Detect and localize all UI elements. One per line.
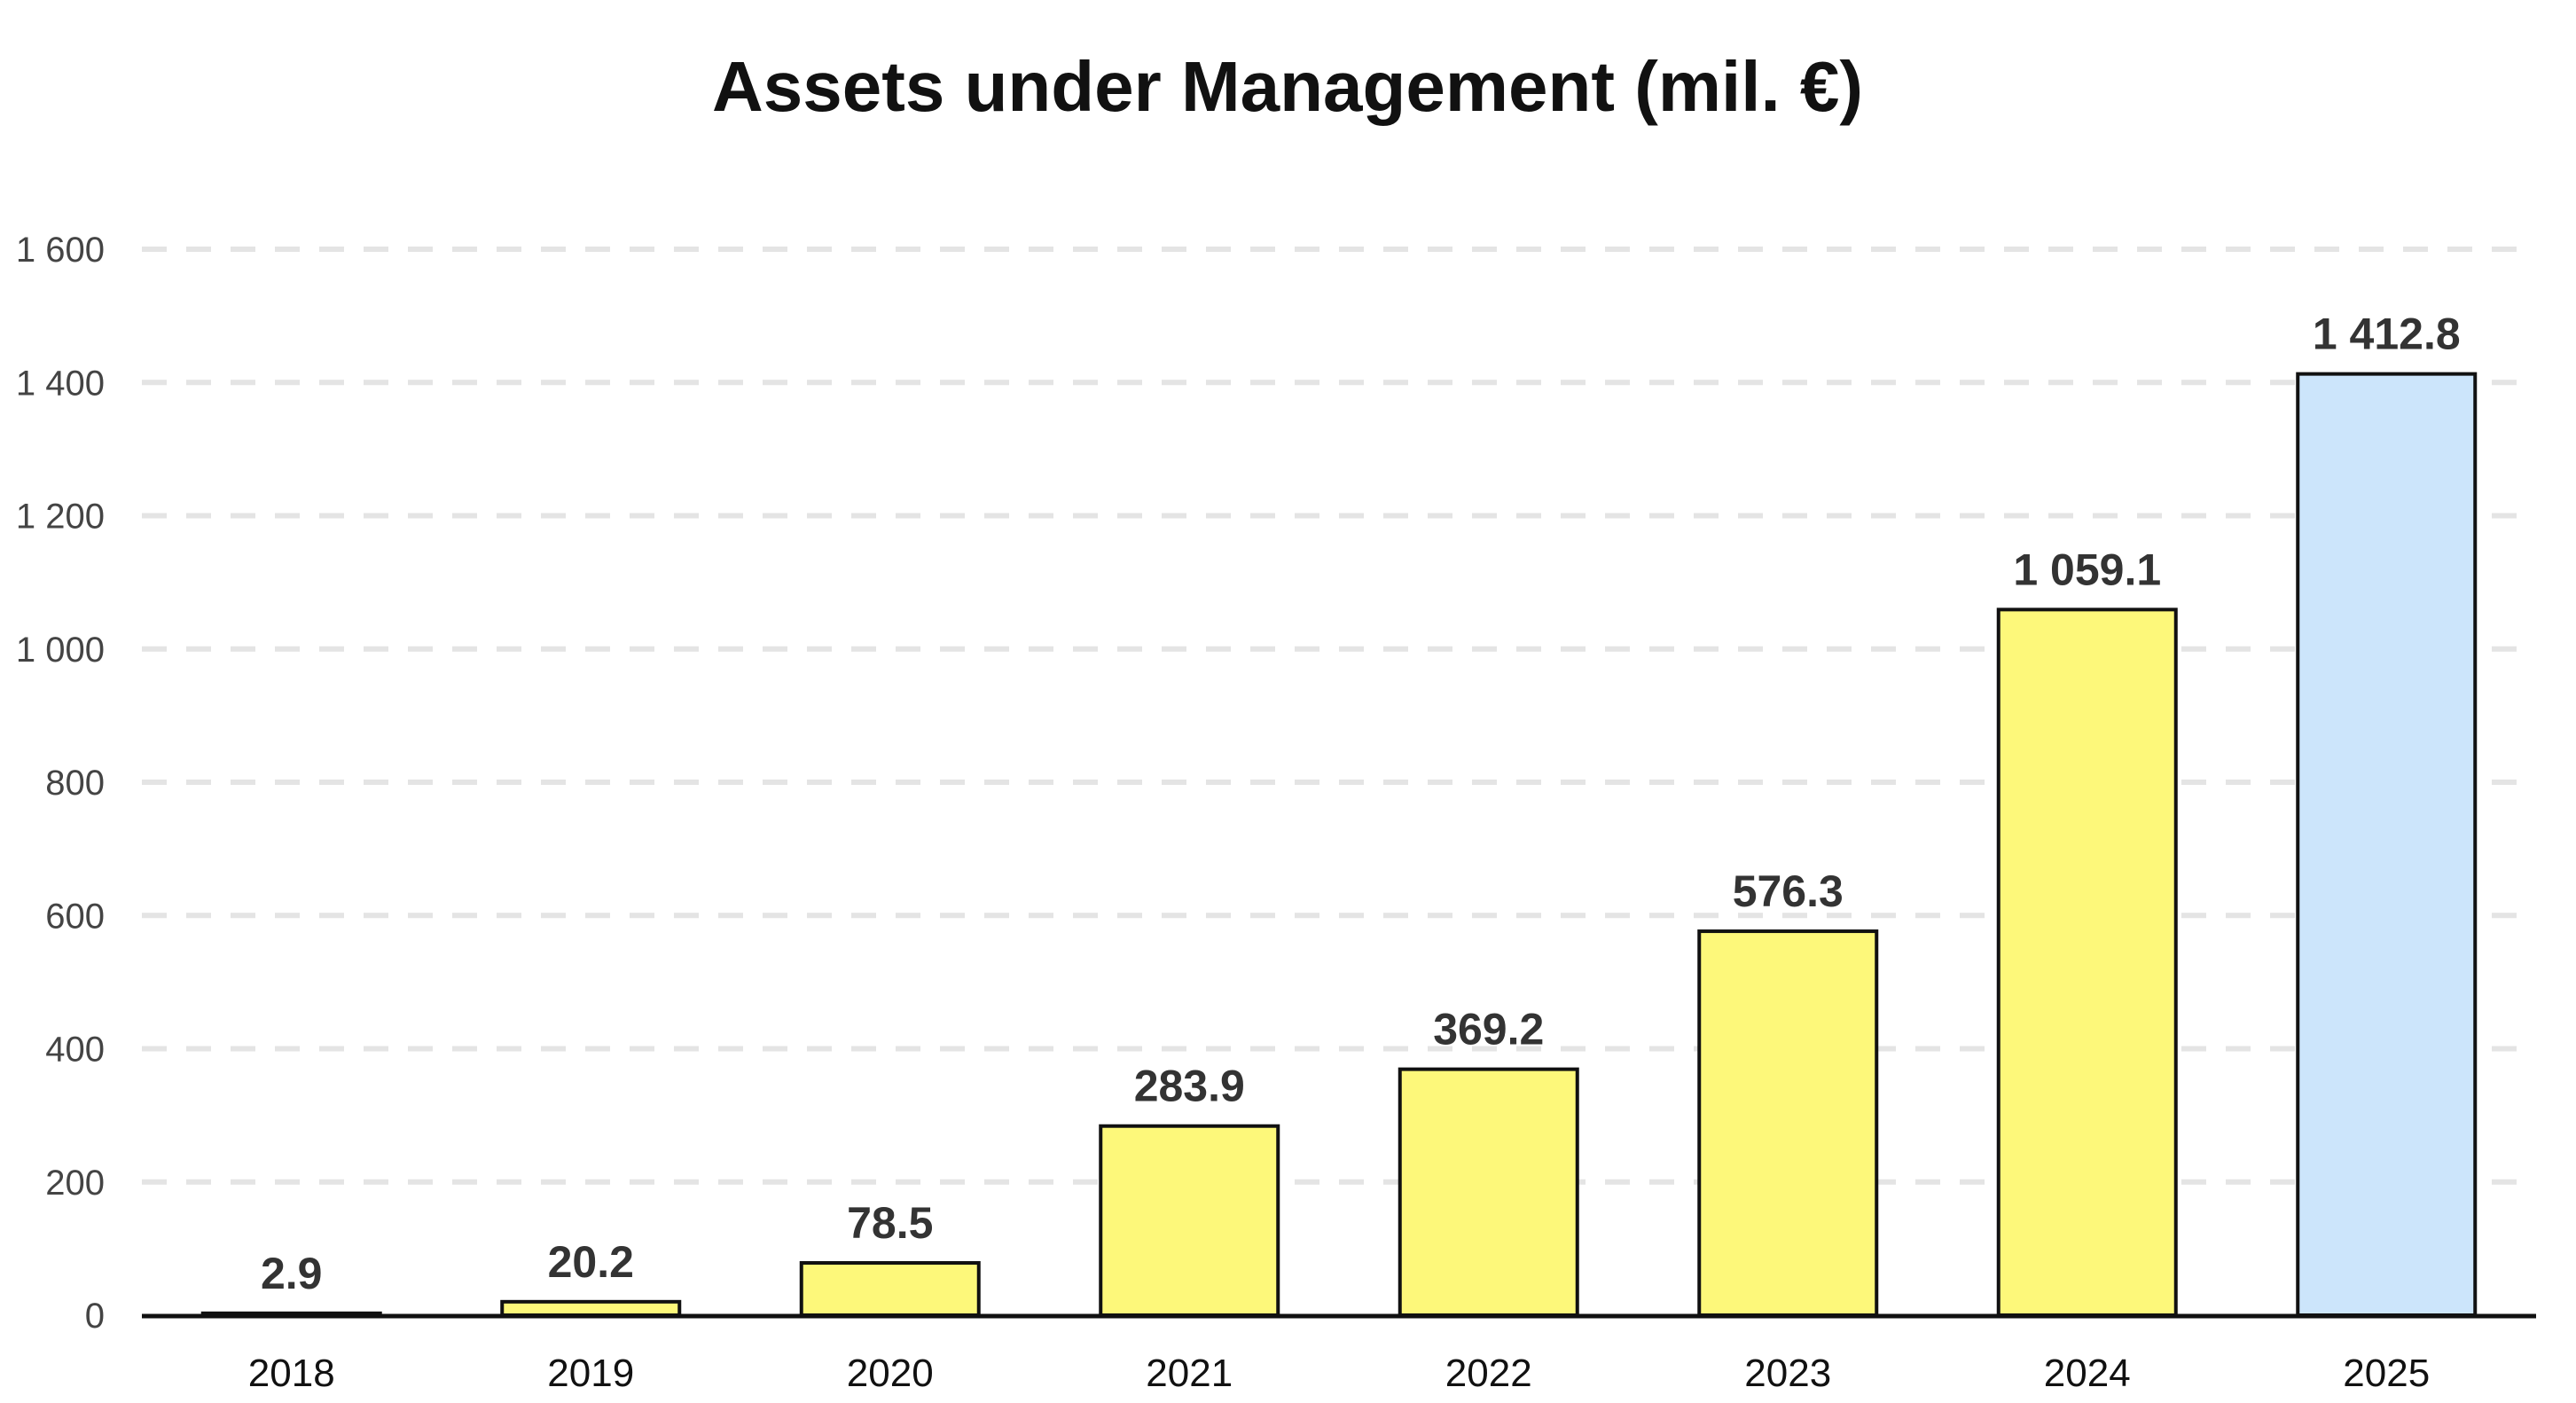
data-label: 283.9 (1134, 1062, 1245, 1111)
data-label: 20.2 (548, 1237, 634, 1287)
data-label: 369.2 (1433, 1005, 1544, 1054)
data-label: 2.9 (261, 1249, 323, 1298)
data-label: 1 412.8 (2313, 310, 2461, 359)
bars (200, 372, 2478, 1318)
y-tick-label: 800 (45, 764, 105, 803)
x-tick-label: 2019 (547, 1352, 634, 1395)
x-tick-label: 2025 (2343, 1352, 2430, 1395)
y-tick-label: 1 000 (16, 631, 105, 670)
chart-title: Assets under Management (mil. €) (712, 47, 1863, 126)
bar-2020 (799, 1261, 981, 1317)
bar-2025 (2296, 372, 2478, 1317)
y-tick-label: 0 (85, 1297, 105, 1336)
x-tick-label: 2022 (1445, 1352, 1532, 1395)
y-tick-label: 1 400 (16, 364, 105, 403)
data-labels: 2.9 20.2 78.5 283.9 369.2 576.3 1 059.1 1 412.8 (261, 310, 2461, 1298)
y-tick-label: 1 600 (16, 231, 105, 270)
bar-2023 (1697, 929, 1879, 1317)
bar-2021 (1099, 1124, 1280, 1317)
data-label: 78.5 (847, 1198, 933, 1248)
bar-2024 (1996, 607, 2178, 1317)
x-tick-label: 2018 (248, 1352, 335, 1395)
y-tick-label: 1 200 (16, 498, 105, 537)
x-axis-ticks: 2018 2019 2020 2021 2022 2023 2024 2025 (248, 1352, 2430, 1395)
y-axis-ticks: 0 200 400 600 800 1 000 1 200 1 400 1 600 (16, 231, 105, 1336)
data-label: 576.3 (1733, 866, 1844, 916)
bar-2019 (500, 1299, 682, 1317)
x-tick-label: 2023 (1744, 1352, 1831, 1395)
y-tick-label: 600 (45, 897, 105, 936)
data-label: 1 059.1 (2013, 545, 2161, 594)
y-tick-label: 400 (45, 1031, 105, 1070)
x-tick-label: 2024 (2044, 1352, 2131, 1395)
x-tick-label: 2020 (847, 1352, 934, 1395)
y-tick-label: 200 (45, 1164, 105, 1203)
bar-2022 (1398, 1067, 1579, 1318)
x-tick-label: 2021 (1146, 1352, 1233, 1395)
